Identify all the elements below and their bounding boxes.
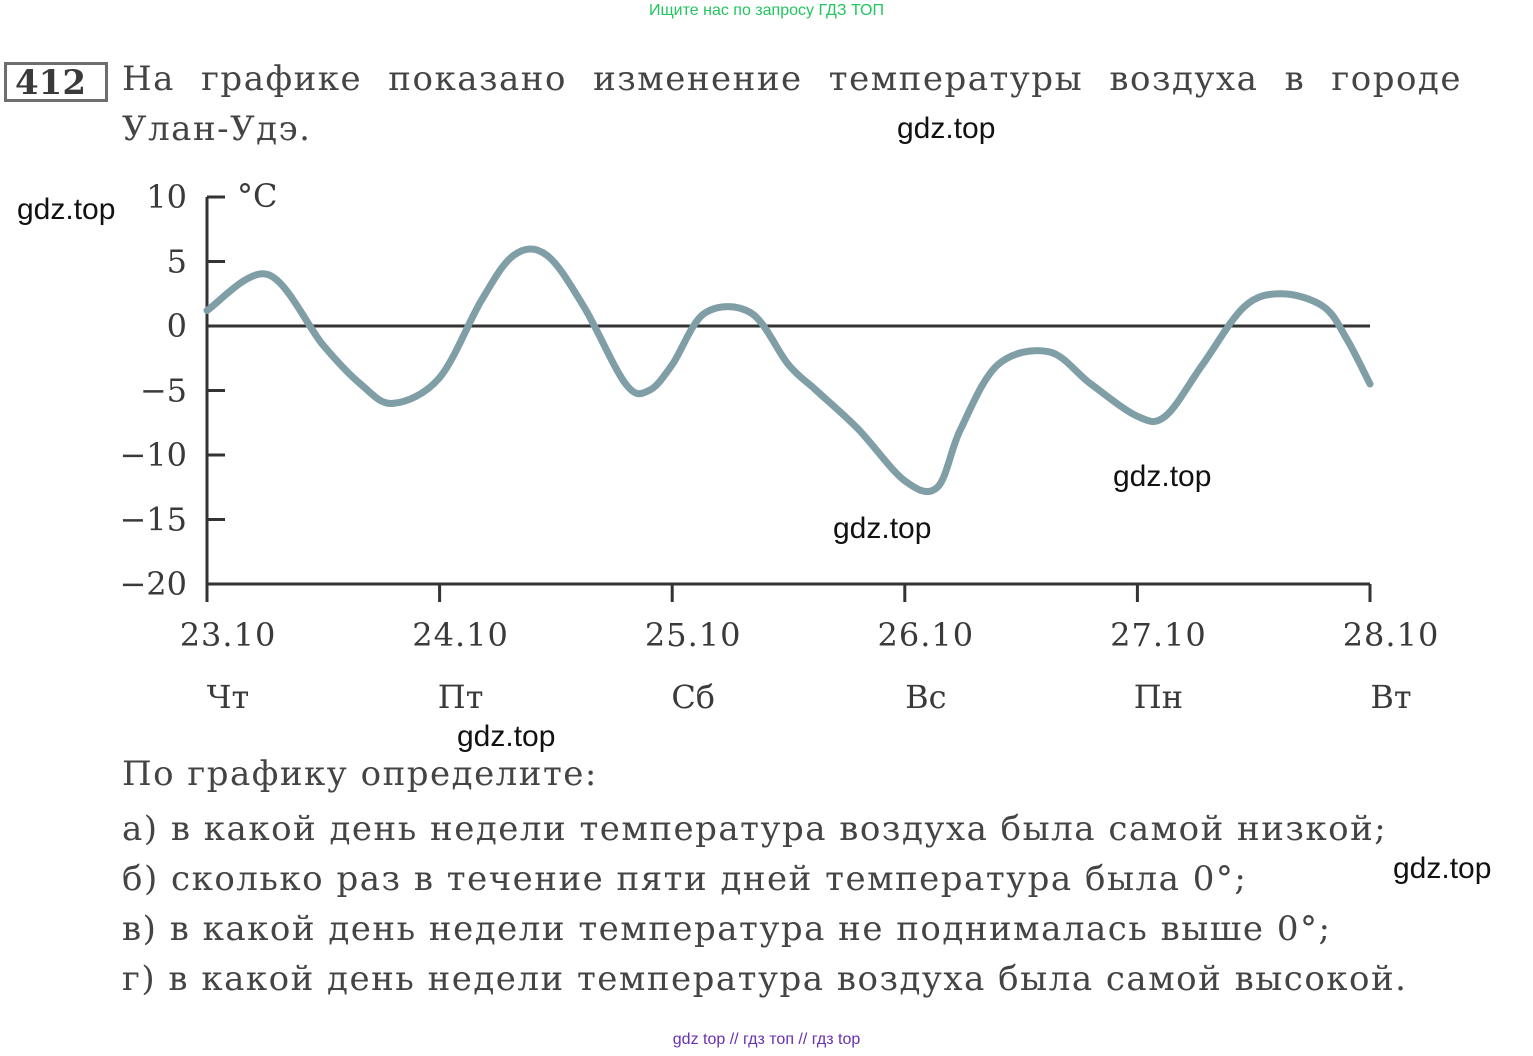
x-tick-label-day: Сб	[671, 678, 715, 716]
y-axis-unit-label: °C	[237, 177, 277, 215]
questions-title: По графику определите:	[122, 754, 598, 794]
questions-list: а) в какой день недели температура возду…	[122, 804, 1408, 1004]
x-tick-label-date: 27.10	[1110, 616, 1207, 654]
watermark: gdz.top	[1393, 852, 1492, 885]
x-tick-label-day: Вс	[905, 678, 946, 716]
watermark: gdz.top	[897, 112, 996, 145]
x-tick-label-day: Пн	[1134, 678, 1183, 716]
question-c: в) в какой день недели температура не по…	[122, 909, 1332, 949]
search-banner[interactable]: Ищите нас по запросу ГДЗ ТОП	[649, 2, 884, 19]
temperature-curve	[203, 245, 1374, 496]
problem-number: 412	[4, 62, 108, 102]
x-tick-label-date: 24.10	[412, 616, 509, 654]
footer-links[interactable]: gdz top // гдз топ // гдз top	[672, 1031, 861, 1048]
x-axis-ticks: 23.10 Чт 24.10 Пт 25.10 Сб 26.10 Вс 27.10 Пн 28.10…	[180, 584, 1440, 716]
watermark: gdz.top	[1113, 460, 1212, 493]
question-b: б) сколько раз в течение пяти дней темпе…	[122, 859, 1248, 899]
x-tick-label-date: 26.10	[877, 616, 974, 654]
question-d: г) в какой день недели температура возду…	[122, 959, 1408, 999]
question-a: а) в какой день недели температура возду…	[122, 809, 1388, 849]
y-tick-label: −20	[119, 565, 187, 603]
chart-axes	[205, 197, 1370, 602]
x-tick-label-date: 25.10	[645, 616, 742, 654]
y-tick-label: −10	[119, 436, 187, 474]
x-tick-label-day: Пт	[438, 678, 484, 716]
problem-statement: На графике показано изменение температур…	[122, 59, 1462, 149]
y-tick-label: 5	[167, 243, 187, 281]
watermark: gdz.top	[457, 720, 556, 753]
watermark: gdz.top	[833, 512, 932, 545]
x-tick-label-date: 28.10	[1343, 616, 1440, 654]
y-tick-label: −5	[140, 372, 187, 410]
y-tick-label: 10	[146, 178, 187, 216]
watermark: gdz.top	[17, 193, 116, 226]
x-tick-label-day: Чт	[207, 678, 249, 716]
y-axis-ticks: 10 5 0 −5 −10 −15 −20	[119, 178, 225, 603]
y-tick-label: −15	[119, 501, 187, 539]
y-tick-label: 0	[167, 307, 187, 345]
x-tick-label-day: Вт	[1370, 678, 1411, 716]
x-tick-label-date: 23.10	[180, 616, 277, 654]
